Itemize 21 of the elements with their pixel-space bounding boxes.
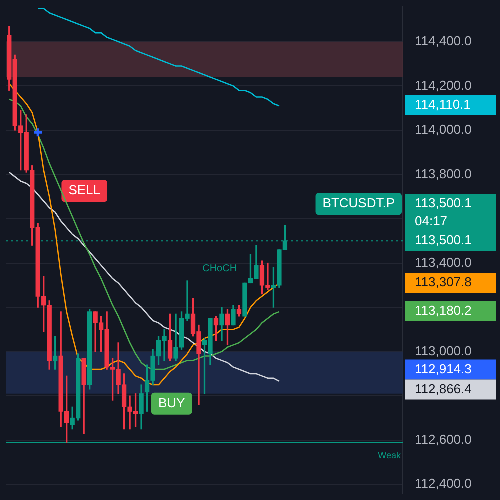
y-tick-label: 114,000.0 — [415, 122, 472, 138]
text: 113,500.1 — [415, 232, 472, 248]
y-tick-label: 114,400.0 — [415, 33, 472, 48]
text: 112,866.4 — [415, 381, 472, 396]
annotation: BUY — [158, 395, 186, 410]
annotation: SELL — [68, 182, 101, 198]
y-tick-label: 113,800.0 — [415, 166, 472, 182]
annotation: BTCUSDT.P — [322, 196, 395, 211]
y-tick-label: 112,400.0 — [415, 476, 472, 492]
text: 04:17 — [415, 214, 448, 229]
y-tick-label: 112,600.0 — [415, 432, 472, 447]
text: 113,180.2 — [415, 302, 472, 318]
y-tick-label: 113,000.0 — [415, 343, 472, 358]
text: 114,110.1 — [415, 96, 471, 112]
text: 113,307.8 — [415, 274, 472, 290]
ref-line-label: Weak — [378, 450, 402, 461]
annotation: CHoCH — [202, 263, 238, 274]
text: 113,500.1 — [415, 196, 472, 211]
text: 112,914.3 — [415, 361, 472, 376]
y-tick-label: 113,400.0 — [415, 254, 472, 270]
y-tick-label: 114,200.0 — [415, 78, 472, 93]
